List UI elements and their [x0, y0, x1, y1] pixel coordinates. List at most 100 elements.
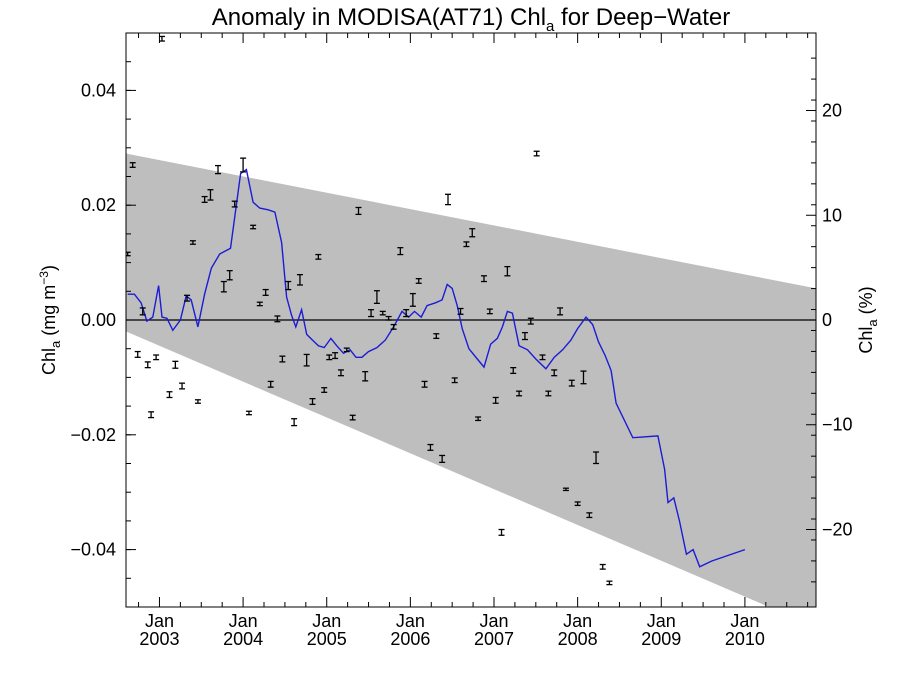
error-bar-point: [403, 309, 410, 318]
error-bar-point: [279, 355, 286, 363]
error-bar-point: [586, 512, 593, 519]
error-bar-point: [337, 369, 344, 377]
error-bar-point: [527, 317, 534, 325]
error-bar-point: [332, 352, 339, 360]
error-bar-point: [568, 379, 575, 387]
error-bar-point: [486, 308, 493, 315]
error-bar-point: [245, 410, 252, 416]
error-bar-point: [510, 366, 517, 375]
error-bar-point: [539, 354, 546, 361]
error-bar-point: [427, 443, 434, 451]
error-bar-point: [562, 487, 569, 492]
error-bar-point: [194, 399, 201, 404]
error-bar-point: [593, 451, 600, 465]
error-bar-point: [153, 354, 160, 361]
error-bar-point: [521, 331, 528, 341]
error-bar-point: [158, 35, 165, 42]
error-bar-point: [355, 206, 362, 216]
error-bar-point: [498, 528, 505, 536]
y-left-tick-label: 0.02: [81, 195, 116, 215]
error-bar-point: [207, 189, 214, 201]
error-bar-point: [139, 307, 146, 316]
x-tick-month-label: Jan: [647, 611, 676, 631]
error-bar-point: [373, 290, 380, 305]
error-bar-point: [262, 288, 269, 296]
x-tick-year-label: 2006: [390, 629, 430, 649]
error-bar-point: [343, 347, 350, 353]
error-bar-point: [274, 315, 281, 323]
error-bar-point: [129, 162, 136, 168]
y-left-tick-label: −0.04: [70, 540, 116, 560]
error-bar-point: [321, 387, 328, 393]
error-bar-point: [415, 278, 422, 284]
y-axis-left-label: Chla (mg m−3): [37, 265, 63, 375]
y-right-tick-label: 20: [822, 101, 842, 121]
x-tick-year-label: 2003: [139, 629, 179, 649]
error-bar-point: [385, 315, 392, 321]
y-axis-right-label: Chla (%): [856, 286, 880, 353]
x-tick-month-label: Jan: [312, 611, 341, 631]
x-tick-month-label: Jan: [730, 611, 759, 631]
error-bar-point: [303, 353, 310, 367]
error-bar-point: [126, 251, 131, 257]
error-bar-point: [606, 580, 613, 586]
error-bar-point: [469, 228, 476, 238]
error-bar-point: [240, 157, 247, 173]
error-bar-point: [451, 377, 458, 384]
error-bar-point: [379, 310, 386, 316]
error-bar-point: [349, 414, 356, 421]
error-bar-point: [504, 265, 511, 277]
y-left-tick-label: 0.04: [81, 80, 116, 100]
x-tick-year-label: 2010: [725, 629, 765, 649]
error-bar-point: [409, 292, 416, 307]
x-tick-year-label: 2009: [641, 629, 681, 649]
error-bar-point: [475, 416, 482, 422]
error-bar-point: [580, 370, 587, 385]
error-bar-point: [492, 396, 499, 404]
error-bar-point: [439, 454, 446, 464]
error-bar-point: [315, 253, 322, 260]
error-bar-point: [256, 301, 263, 307]
x-tick-month-label: Jan: [145, 611, 174, 631]
error-bar-point: [220, 280, 227, 293]
error-bar-point: [309, 397, 316, 406]
x-tick-month-label: Jan: [229, 611, 258, 631]
error-bar-point: [291, 418, 298, 427]
y-right-tick-label: 10: [822, 205, 842, 225]
error-bar-point: [250, 224, 257, 230]
error-bar-point: [397, 247, 404, 256]
error-bar-point: [368, 309, 375, 318]
y-right-tick-label: −20: [822, 519, 853, 539]
error-bar-point: [457, 307, 464, 315]
error-bar-point: [166, 391, 173, 399]
error-bar-point: [480, 275, 487, 283]
error-bar-point: [134, 350, 141, 358]
error-bar-point: [557, 307, 564, 316]
x-tick-year-label: 2004: [223, 629, 263, 649]
chart-title: Anomaly in MODISA(AT71) Chla for Deep−Wa…: [212, 4, 731, 35]
y-right-tick-label: −10: [822, 415, 853, 435]
error-bar-point: [119, 372, 125, 377]
x-tick-month-label: Jan: [563, 611, 592, 631]
y-right-tick-label: 0: [822, 310, 832, 330]
error-bar-point: [362, 371, 369, 382]
error-bar-point: [445, 193, 451, 206]
error-bar-point: [285, 280, 292, 291]
error-bar-point: [326, 354, 333, 361]
error-bar-point: [179, 382, 186, 390]
smoothed-anomaly-line: [127, 168, 746, 568]
error-bar-point: [189, 240, 196, 245]
error-bar-point: [215, 164, 221, 175]
error-bar-point: [231, 200, 238, 208]
y-left-tick-label: −0.02: [70, 425, 116, 445]
error-bar-point: [421, 380, 428, 388]
error-bar-point: [463, 241, 470, 248]
x-tick-month-label: Jan: [479, 611, 508, 631]
x-tick-year-label: 2008: [558, 629, 598, 649]
error-bar-point: [551, 369, 558, 377]
y-left-tick-label: 0.00: [81, 310, 116, 330]
trend-uncertainty-band: [126, 153, 816, 607]
error-bar-point: [144, 361, 151, 369]
error-bar-point: [172, 360, 179, 369]
